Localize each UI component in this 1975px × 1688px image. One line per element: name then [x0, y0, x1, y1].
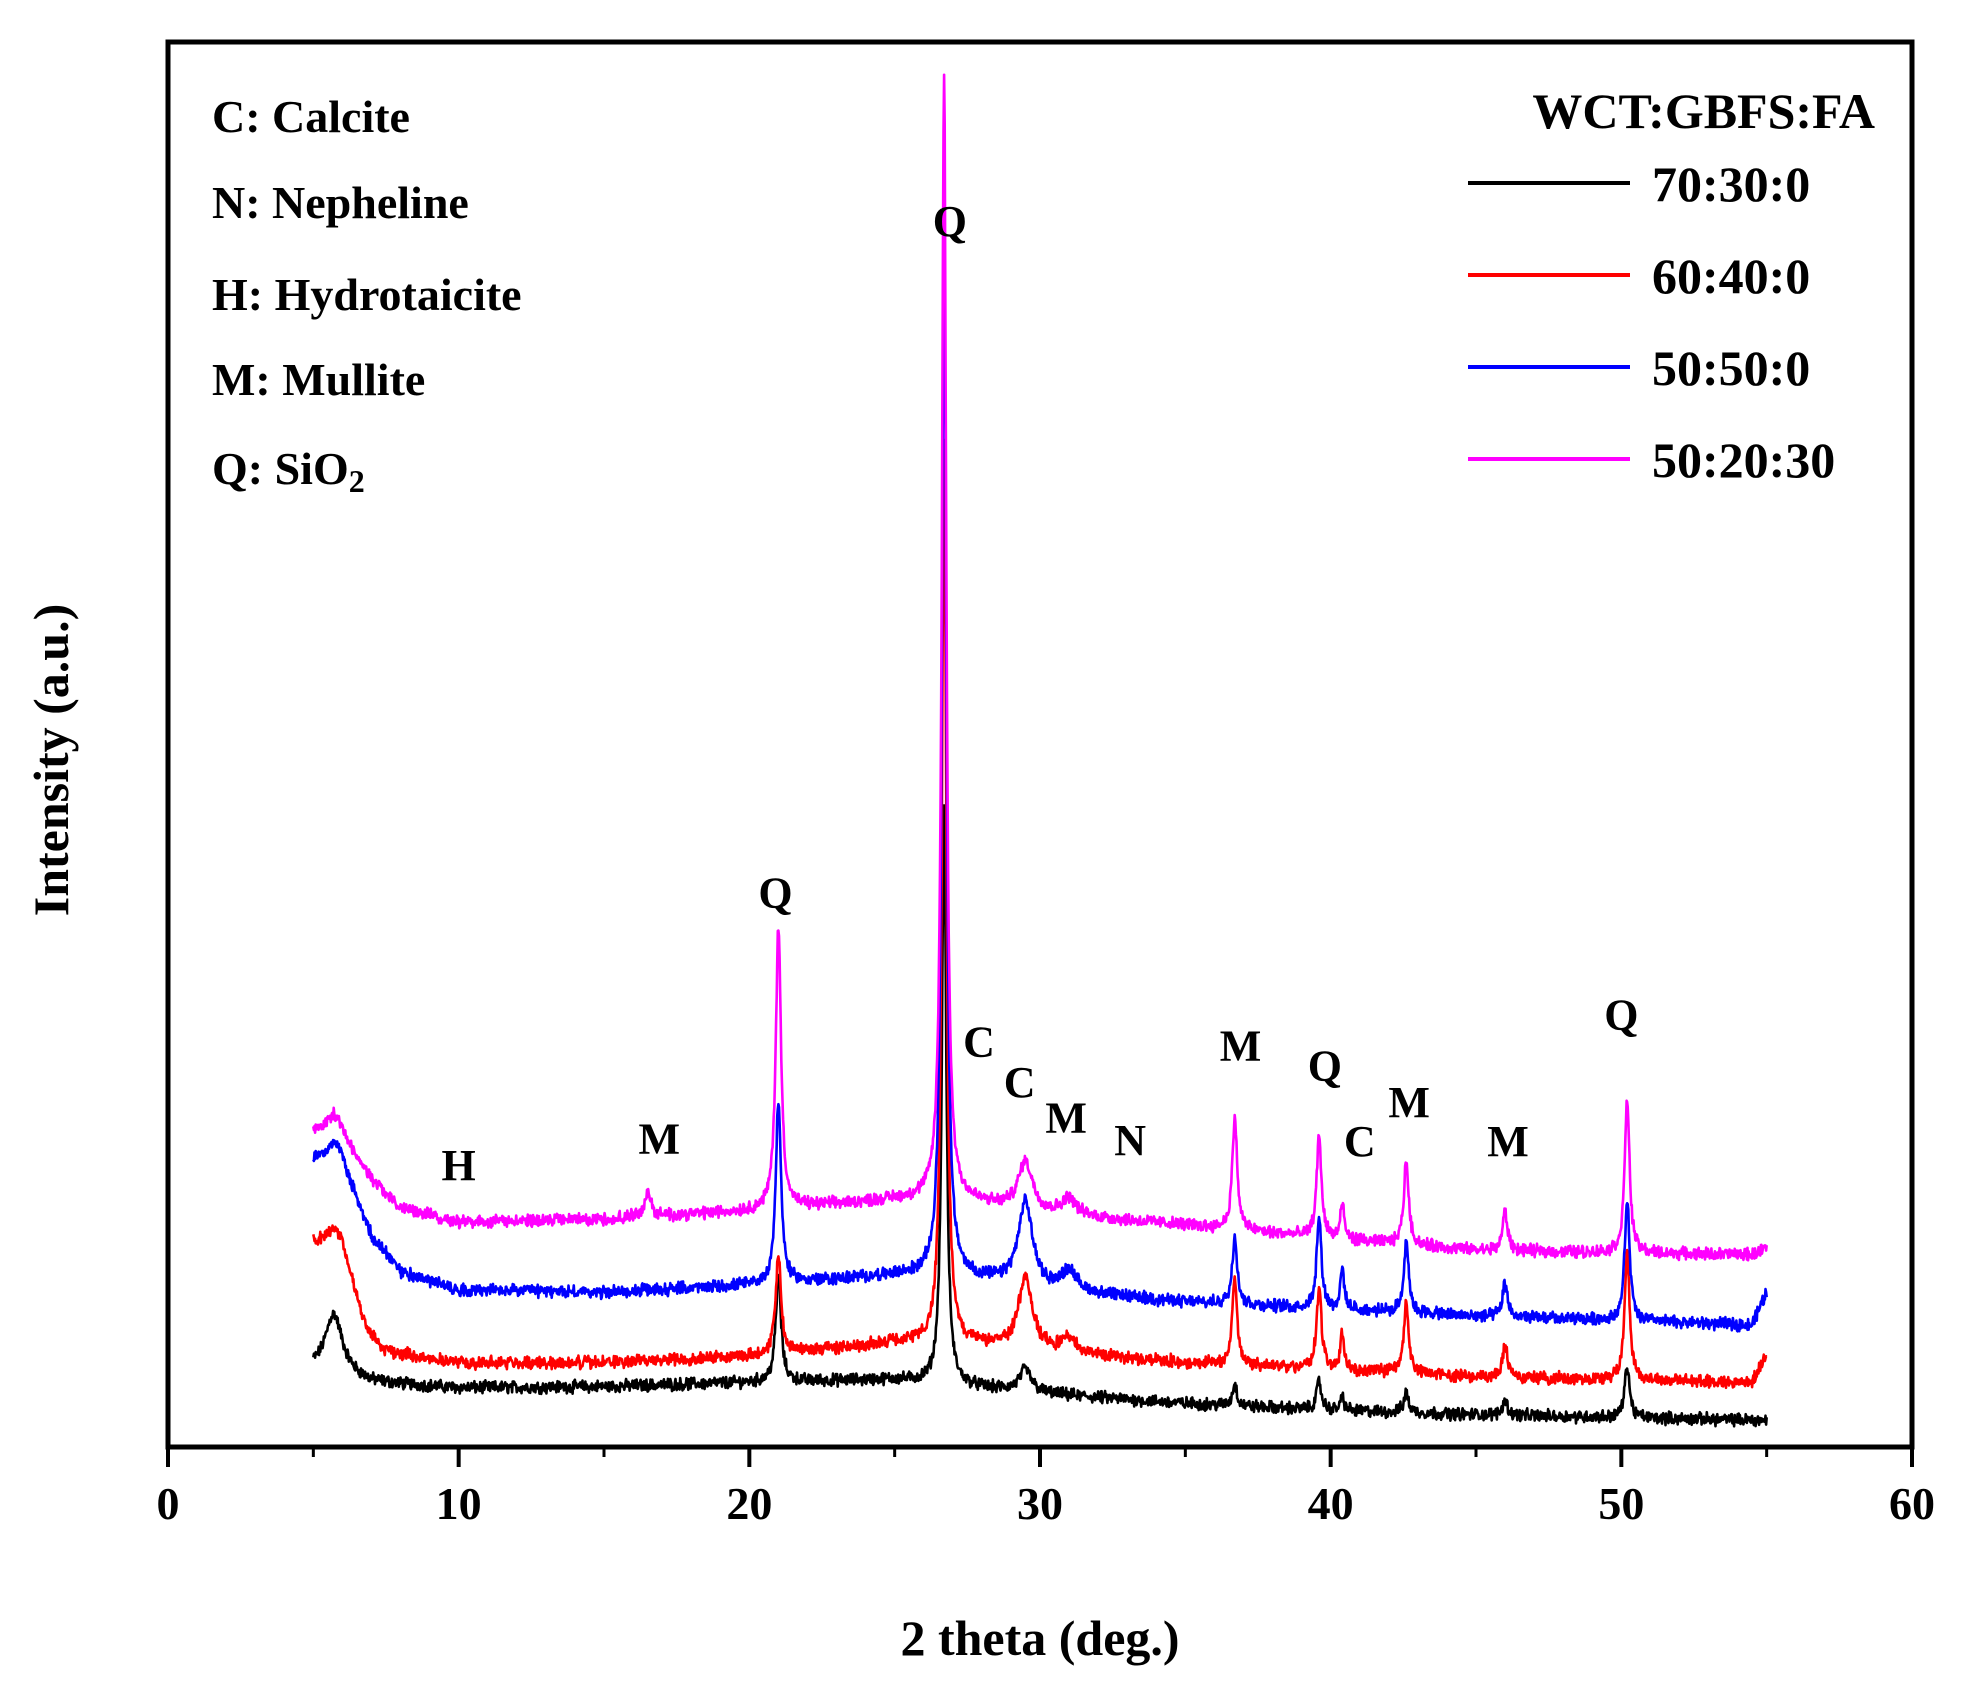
- legend-label-50-50-0: 50:50:0: [1652, 340, 1810, 396]
- peak-label-h-6: H: [442, 1141, 476, 1190]
- legend: WCT:GBFS:FA 70:30:0 60:40:0 50:50:0 50:20:3…: [1468, 83, 1875, 488]
- x-tick-label-10: 10: [436, 1478, 482, 1529]
- x-tick-label-20: 20: [726, 1478, 772, 1529]
- phase-key-sio2-text: Q: SiO: [212, 443, 349, 494]
- legend-entries: 70:30:0 60:40:0 50:50:0 50:20:30: [1468, 156, 1835, 488]
- x-axis: 0 10 20 30 40 50 60: [157, 1447, 1935, 1529]
- peak-label-q-1: Q: [758, 868, 792, 917]
- peak-label-m-8: M: [1220, 1022, 1262, 1071]
- phase-key-nepheline: N: Nepheline: [212, 177, 469, 228]
- legend-label-70-30-0: 70:30:0: [1652, 156, 1810, 212]
- series-line-50-50-0: [312, 206, 1768, 1333]
- peak-label-m-4: M: [1045, 1093, 1087, 1142]
- peak-label-q-0: Q: [933, 197, 967, 246]
- x-axis-title: 2 theta (deg.): [900, 1610, 1179, 1666]
- x-tick-label-50: 50: [1598, 1478, 1644, 1529]
- phase-key-calcite: C: Calcite: [212, 91, 410, 142]
- peak-label-q-9: Q: [1308, 1041, 1342, 1090]
- series-line-50-20-30: [312, 73, 1768, 1262]
- series-line-60-40-0: [312, 438, 1768, 1390]
- peak-label-c-10: C: [1344, 1117, 1376, 1166]
- x-tick-label-40: 40: [1308, 1478, 1354, 1529]
- peak-label-c-2: C: [963, 1017, 995, 1066]
- x-tick-label-0: 0: [157, 1478, 180, 1529]
- peak-label-q-13: Q: [1604, 991, 1638, 1040]
- peak-label-n-5: N: [1114, 1116, 1146, 1165]
- phase-key-mullite: M: Mullite: [212, 354, 425, 405]
- x-tick-label-60: 60: [1889, 1478, 1935, 1529]
- phase-key-sio2-subscript: 2: [349, 463, 365, 499]
- legend-label-50-20-30: 50:20:30: [1652, 432, 1835, 488]
- phase-key: C: Calcite N: Nepheline H: Hydrotaicite …: [212, 91, 522, 499]
- peak-label-m-7: M: [638, 1114, 680, 1163]
- peak-label-m-12: M: [1487, 1117, 1529, 1166]
- y-axis-title: Intensity (a.u.): [23, 604, 79, 917]
- phase-key-hydrotalcite: H: Hydrotaicite: [212, 269, 522, 320]
- legend-title: WCT:GBFS:FA: [1532, 83, 1875, 139]
- legend-label-60-40-0: 60:40:0: [1652, 248, 1810, 304]
- series-layer: [312, 73, 1768, 1428]
- phase-key-sio2: Q: SiO2: [212, 443, 365, 499]
- x-tick-label-30: 30: [1017, 1478, 1063, 1529]
- peak-label-c-3: C: [1004, 1058, 1036, 1107]
- peak-label-m-11: M: [1388, 1078, 1430, 1127]
- series-line-70-30-0: [312, 804, 1768, 1428]
